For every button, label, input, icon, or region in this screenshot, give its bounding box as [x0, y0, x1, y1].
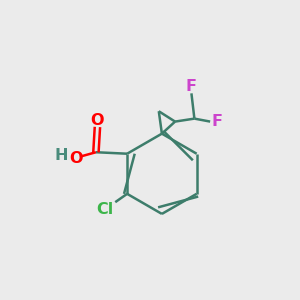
Text: F: F — [211, 114, 222, 129]
Text: H: H — [54, 148, 68, 163]
Text: Cl: Cl — [96, 202, 113, 217]
Text: O: O — [91, 113, 104, 128]
Text: F: F — [186, 79, 197, 94]
Text: O: O — [69, 151, 83, 166]
